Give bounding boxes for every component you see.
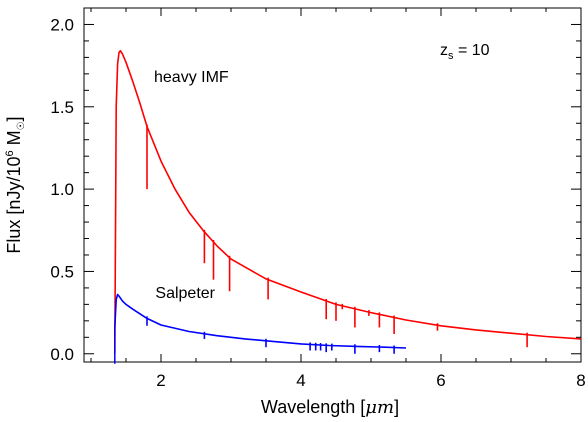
x-ticks: 2 4 6 8 [90,8,586,390]
x-tick-label: 8 [576,371,585,390]
series-line [114,50,582,354]
series-label: Salpeter [155,285,215,302]
y-axis-title: Flux [nJy/106 M☉] [4,116,27,253]
redshift-annotation: zs = 10 [440,42,490,62]
x-tick-label: 6 [436,371,445,390]
x-axis-title: Wavelength [μm] [261,397,399,418]
series-layer [114,50,582,364]
series-label: heavy IMF [154,69,229,86]
y-ticks: 0.0 0.5 1.0 1.5 2.0 [50,15,581,364]
y-tick-label: 1.0 [50,180,74,199]
series-heavy-imf [114,50,582,354]
plot-frame [83,7,582,363]
series-line [114,293,407,349]
y-tick-label: 0.0 [50,345,74,364]
series-salpeter [114,293,407,364]
x-tick-label: 4 [296,371,305,390]
label-layer: heavy IMF Salpeter [154,69,229,302]
y-tick-label: 1.5 [50,98,74,117]
y-tick-label: 0.5 [50,262,74,281]
x-tick-label: 2 [156,371,165,390]
y-tick-label: 2.0 [50,15,74,34]
